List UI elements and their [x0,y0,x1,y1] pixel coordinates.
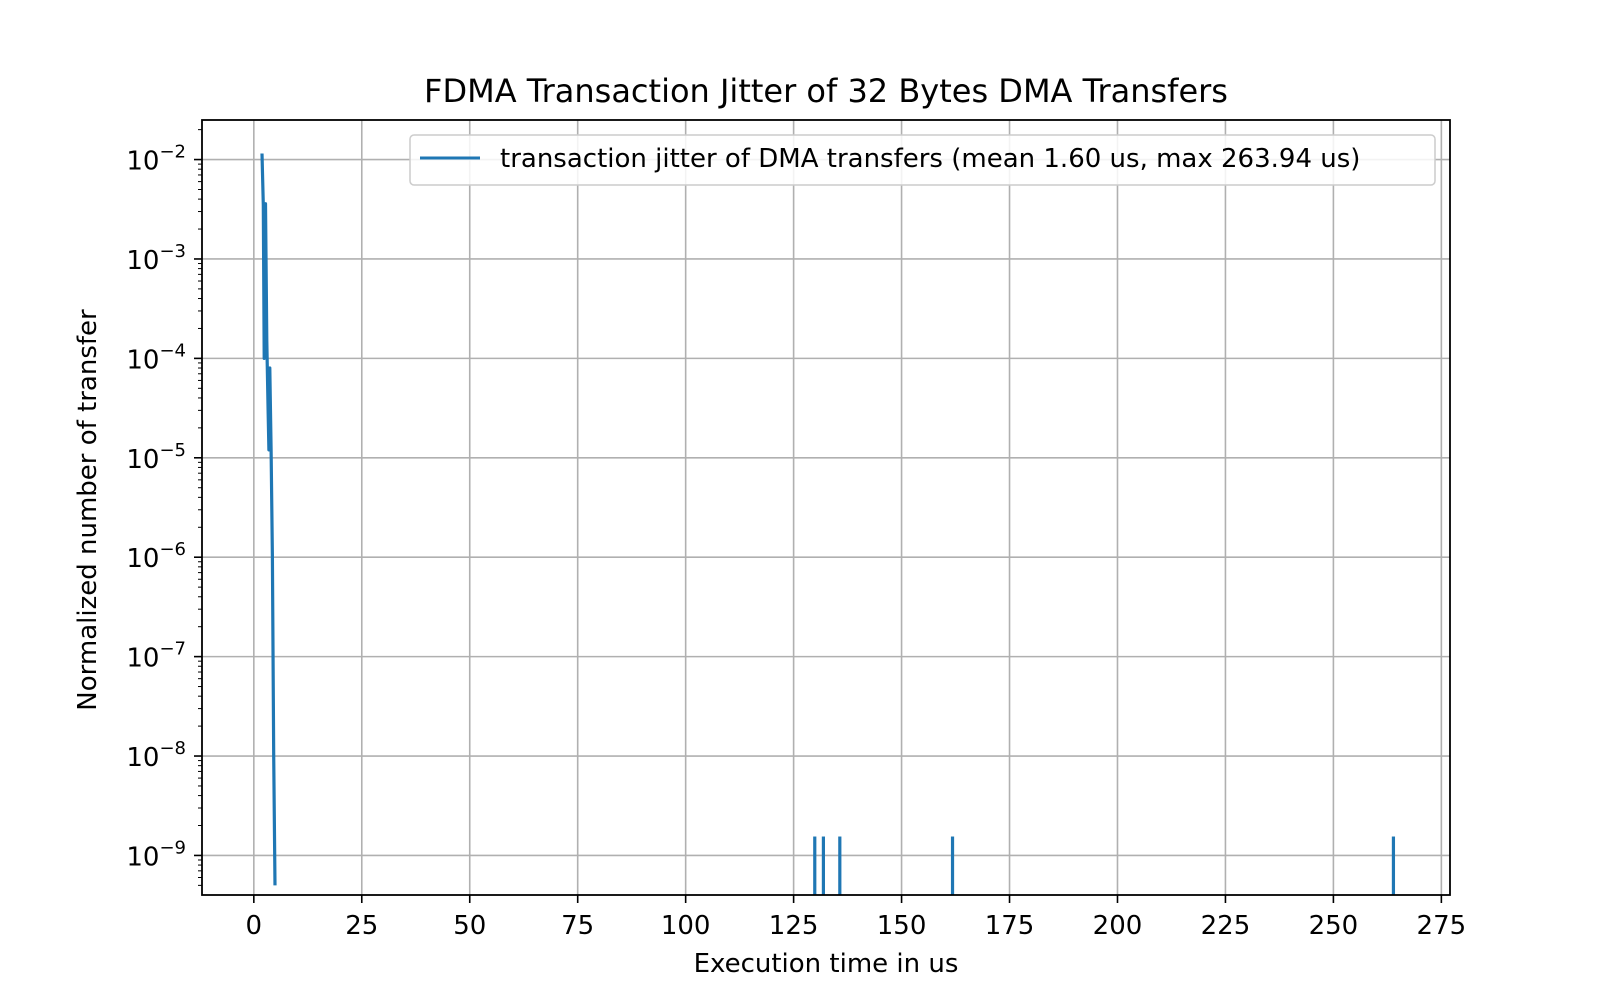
x-tick-label: 125 [769,911,819,941]
y-tick-label: 10−7 [126,639,186,674]
legend-entry-label: transaction jitter of DMA transfers (mea… [500,144,1360,174]
x-tick-label: 150 [877,911,927,941]
x-tick-label: 175 [985,911,1035,941]
y-axis-label: Normalized number of transfer [73,309,103,711]
y-tick-label: 10−6 [126,539,186,574]
y-tick-label: 10−2 [126,142,186,177]
x-tick-label: 50 [453,911,486,941]
y-tick-label: 10−8 [126,738,186,773]
chart-title: FDMA Transaction Jitter of 32 Bytes DMA … [424,72,1228,110]
y-tick-label: 10−5 [126,440,186,475]
x-tick-label: 200 [1093,911,1143,941]
x-tick-label: 75 [561,911,594,941]
x-tick-label: 25 [345,911,378,941]
legend-box [409,134,1436,186]
plot-frame [201,119,1451,896]
grid [202,120,1450,895]
y-tick-label: 10−9 [126,837,186,872]
legend: transaction jitter of DMA transfers (mea… [409,134,1436,186]
series-line [260,153,277,886]
y-tick-label: 10−3 [126,241,186,276]
x-axis-label: Execution time in us [694,949,959,979]
x-tick-label: 275 [1417,911,1467,941]
series-layer [260,153,1396,895]
y-tick-label: 10−4 [126,340,186,375]
x-tick-label: 0 [246,911,263,941]
x-tick-label: 250 [1309,911,1359,941]
x-tick-label: 100 [661,911,711,941]
x-tick-label: 225 [1201,911,1251,941]
axes: 0 25 50 75 100 125 150 175 200 225 250 275 10−9 10−8 1… [126,119,1467,941]
